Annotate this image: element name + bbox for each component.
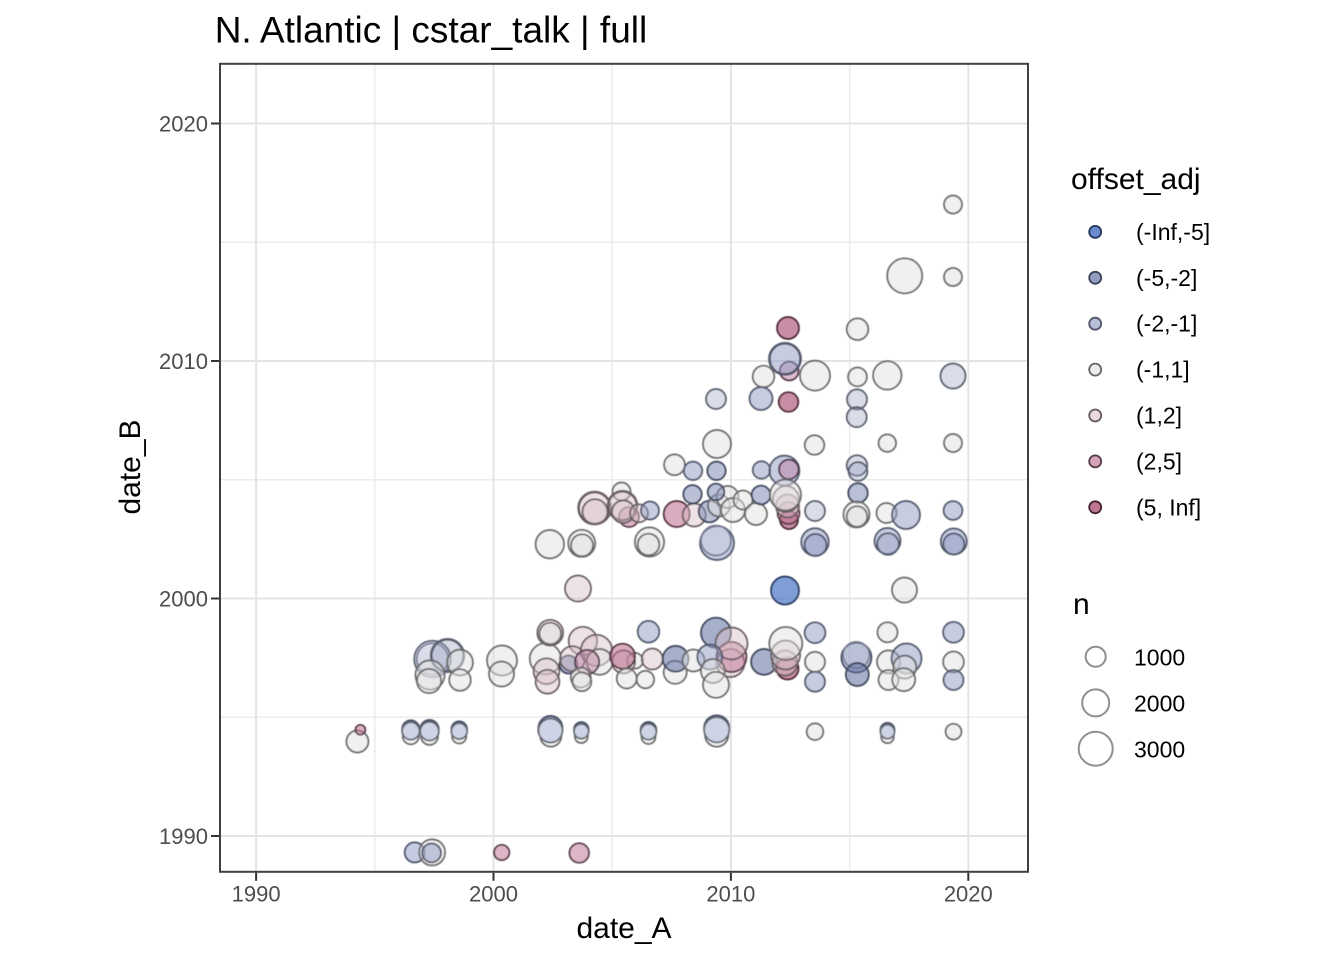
- svg-text:(-1,1]: (-1,1]: [1136, 357, 1190, 383]
- svg-text:date_B: date_B: [114, 419, 147, 514]
- svg-text:n: n: [1073, 588, 1090, 621]
- svg-text:(-5,-2]: (-5,-2]: [1136, 265, 1197, 291]
- svg-text:N. Atlantic | cstar_talk | ful: N. Atlantic | cstar_talk | full: [215, 10, 648, 51]
- svg-text:3000: 3000: [1134, 736, 1185, 762]
- svg-text:2000: 2000: [469, 882, 518, 907]
- svg-text:offset_adj: offset_adj: [1071, 163, 1201, 196]
- svg-text:2000: 2000: [1134, 691, 1185, 717]
- svg-text:1000: 1000: [1134, 644, 1185, 670]
- svg-text:2000: 2000: [159, 587, 208, 612]
- svg-text:2010: 2010: [706, 882, 755, 907]
- svg-text:1990: 1990: [232, 882, 281, 907]
- svg-text:2020: 2020: [159, 112, 208, 137]
- svg-text:date_A: date_A: [576, 912, 671, 945]
- svg-text:(-Inf,-5]: (-Inf,-5]: [1136, 219, 1210, 245]
- svg-text:(2,5]: (2,5]: [1136, 448, 1182, 474]
- svg-text:(5, Inf]: (5, Inf]: [1136, 494, 1201, 520]
- svg-text:(-2,-1]: (-2,-1]: [1136, 311, 1197, 337]
- svg-text:2010: 2010: [159, 349, 208, 374]
- svg-text:1990: 1990: [159, 824, 208, 849]
- svg-text:2020: 2020: [944, 882, 993, 907]
- svg-text:(1,2]: (1,2]: [1136, 403, 1182, 429]
